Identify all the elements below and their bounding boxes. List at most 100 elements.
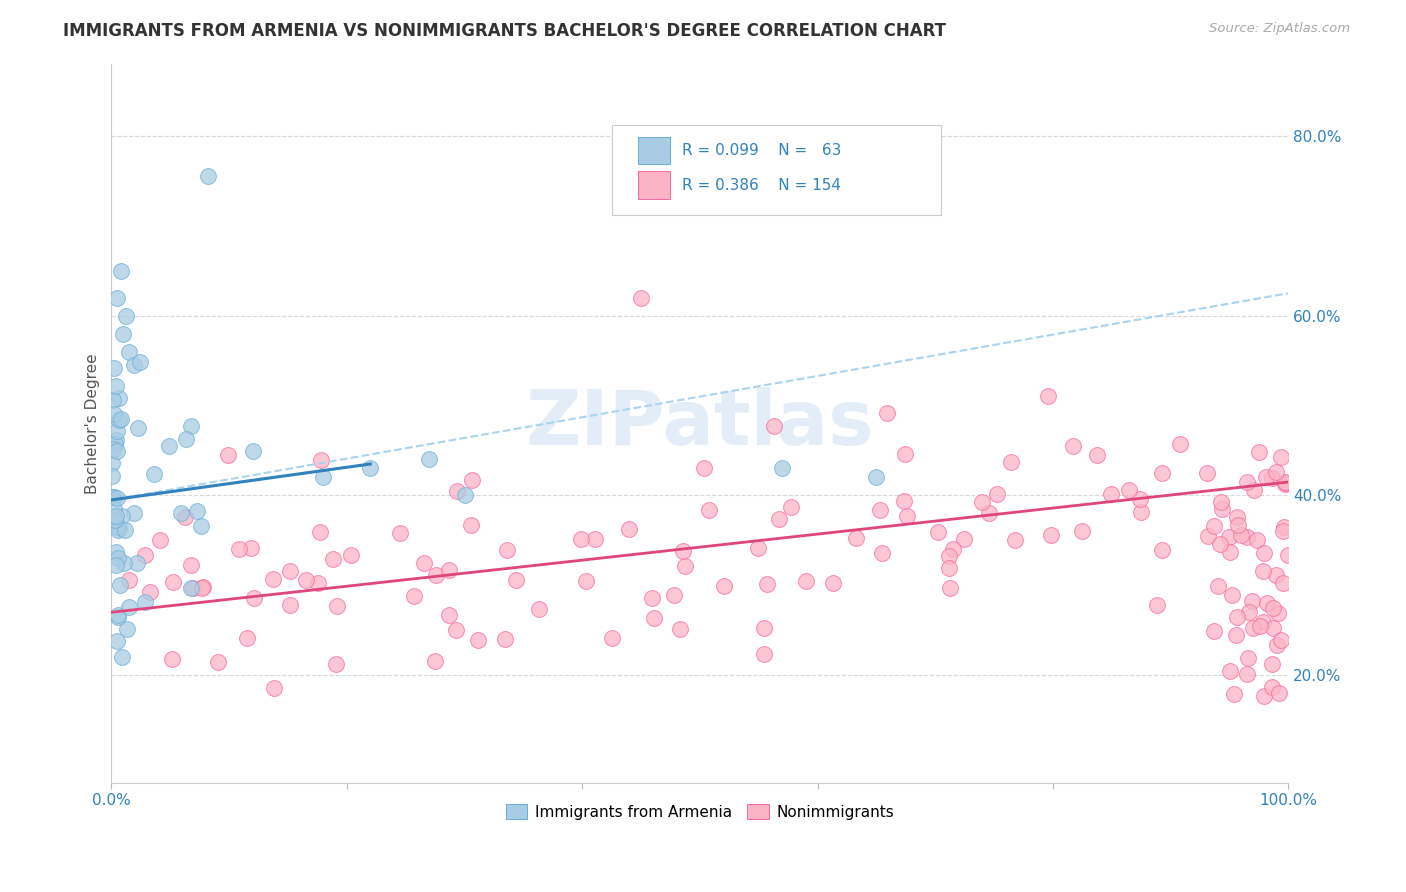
Point (1261, 657, 1284, 671)
Point (1036, 389, 1059, 403)
Point (1240, 594, 1263, 608)
Point (104, 545, 127, 559)
Point (1253, 690, 1275, 704)
Point (114, 309, 136, 323)
Point (697, 502, 720, 516)
Point (756, 577, 779, 591)
Point (186, 504, 208, 518)
Point (157, 439, 180, 453)
Point (494, 632, 516, 646)
Point (762, 419, 785, 434)
Point (1225, 510, 1247, 524)
Point (180, 582, 202, 596)
Point (673, 558, 696, 573)
Point (180, 419, 202, 434)
Point (122, 358, 145, 372)
Point (1256, 596, 1278, 610)
Point (104, 558, 127, 573)
Point (1220, 589, 1243, 603)
Point (1253, 564, 1275, 578)
Point (1128, 491, 1150, 506)
Point (312, 470, 335, 484)
Point (100, 469, 122, 483)
Point (1253, 546, 1275, 560)
Point (307, 576, 329, 591)
Point (263, 681, 285, 695)
Point (1237, 605, 1260, 619)
Point (108, 578, 131, 592)
Point (460, 474, 482, 488)
Point (1085, 449, 1108, 463)
Point (876, 406, 898, 420)
Point (339, 548, 361, 562)
Point (1261, 600, 1284, 615)
Point (108, 391, 131, 405)
Point (446, 483, 468, 498)
Point (953, 532, 976, 546)
Bar (637, 171, 671, 199)
Point (1272, 575, 1295, 590)
Text: Source: ZipAtlas.com: Source: ZipAtlas.com (1209, 22, 1350, 36)
Text: R = 0.386    N = 154: R = 0.386 N = 154 (682, 178, 841, 193)
Point (770, 461, 793, 475)
Point (243, 591, 266, 605)
Point (1168, 437, 1191, 451)
Point (1274, 475, 1296, 489)
Point (107, 608, 129, 623)
Point (262, 572, 284, 586)
Point (446, 623, 468, 637)
Point (103, 491, 125, 505)
Point (308, 524, 330, 539)
Point (1277, 548, 1299, 562)
Point (1118, 483, 1140, 497)
Point (1249, 444, 1271, 458)
Point (125, 556, 148, 570)
Point (105, 634, 128, 648)
Point (754, 647, 776, 661)
Text: ZIPatlas: ZIPatlas (526, 386, 875, 460)
Point (1209, 494, 1232, 508)
Point (939, 582, 962, 596)
Point (1265, 567, 1288, 582)
Point (893, 494, 915, 508)
Point (107, 610, 129, 624)
Point (207, 655, 229, 669)
Point (1197, 467, 1219, 481)
Point (117, 599, 139, 614)
Point (425, 567, 447, 582)
Point (630, 291, 652, 305)
Point (105, 291, 128, 305)
Point (1271, 524, 1294, 538)
Point (439, 563, 461, 577)
Point (190, 519, 212, 533)
Point (1000, 455, 1022, 469)
Point (845, 531, 868, 545)
Point (105, 424, 128, 438)
Point (309, 453, 332, 467)
Point (893, 447, 915, 461)
Point (174, 510, 197, 524)
Point (115, 622, 138, 636)
Point (1253, 615, 1275, 629)
Point (1130, 505, 1153, 519)
Point (752, 621, 775, 635)
Point (122, 506, 145, 520)
Point (1246, 533, 1268, 547)
Point (1202, 624, 1225, 639)
Point (326, 599, 349, 614)
Point (127, 421, 149, 435)
Point (1260, 471, 1282, 485)
Point (1209, 537, 1232, 551)
Point (1274, 476, 1296, 491)
Point (278, 564, 301, 578)
Point (1219, 665, 1241, 679)
Point (101, 456, 124, 470)
Point (114, 556, 136, 570)
Point (181, 581, 204, 595)
Point (128, 355, 150, 369)
Point (821, 575, 844, 590)
Point (236, 632, 259, 646)
Point (111, 649, 134, 664)
Point (583, 533, 606, 547)
Point (1211, 502, 1233, 516)
